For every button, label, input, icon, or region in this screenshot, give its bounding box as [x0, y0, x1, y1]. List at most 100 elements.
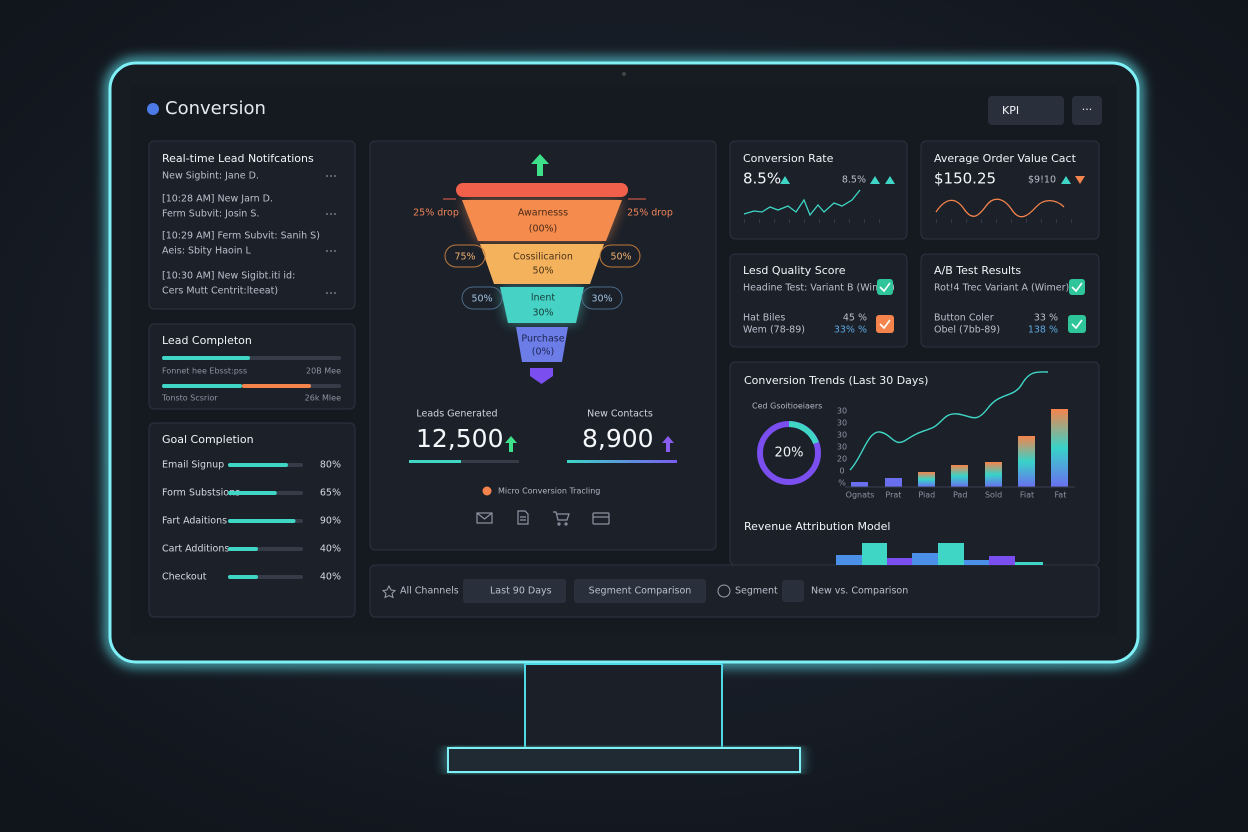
segment-comparison-button[interactable]	[574, 579, 706, 603]
goal-label: Fart Adaitions	[162, 516, 227, 527]
check	[1069, 279, 1085, 295]
pill	[581, 286, 623, 310]
pill	[599, 244, 641, 268]
card-line: Wem (78-89)	[743, 325, 805, 336]
check	[1068, 315, 1086, 333]
card-title: A/B Test Results	[934, 264, 1021, 277]
progress	[409, 460, 461, 463]
up-arrow	[531, 154, 549, 176]
goal-label: Cart Additions	[162, 544, 229, 555]
check	[877, 279, 893, 295]
funnel-stage	[500, 287, 584, 323]
metric-label: New Contacts	[587, 409, 653, 420]
stage-name: Purchase	[521, 334, 564, 345]
y-label: 30	[837, 419, 847, 428]
notification: [10:30 AM] New Sigibt.iti id:	[162, 271, 295, 282]
segment-icon	[717, 584, 731, 598]
notification: New Sigbint: Jane D.	[162, 171, 259, 182]
notification: Aeis: Sbity Haoin L	[162, 246, 252, 257]
kpi-button[interactable]	[988, 96, 1064, 125]
progress	[162, 356, 250, 360]
goal-bar	[228, 491, 277, 495]
notification: Ferm Subvit: Josin S.	[162, 209, 259, 220]
goal-value: 65%	[320, 488, 341, 499]
drop-label: 25% drop	[413, 208, 459, 219]
goal-label: Email Signup	[162, 460, 224, 471]
panel-title: Lead Completon	[162, 334, 252, 347]
trend-bars	[851, 409, 1068, 487]
check-marks	[879, 282, 891, 330]
card-line: Rot!4 Trec Variant A (Wimer)	[934, 283, 1069, 294]
order-value-panel	[920, 140, 1100, 240]
goal-bar	[228, 575, 258, 579]
stage-name: lnent	[531, 293, 556, 304]
stage-value: (0%)	[532, 347, 554, 358]
card-title: Average Order Value Cact	[934, 152, 1077, 165]
goal-value: 90%	[320, 516, 341, 527]
card-pct: 138 %	[1028, 325, 1058, 336]
card-line: Obel (7bb-89)	[934, 325, 1000, 336]
metric-label: Leads Generated	[416, 409, 497, 420]
goal-value: 80%	[320, 460, 341, 471]
x-label: Prat	[885, 491, 901, 500]
check-marks	[1071, 282, 1083, 330]
up-arrow	[505, 436, 517, 452]
sparkline	[935, 198, 1065, 218]
panel-title: Goal Completion	[162, 433, 254, 446]
more-button[interactable]	[1072, 96, 1102, 125]
kpi-button-label[interactable]: KPI	[1002, 104, 1019, 117]
card-compare: 8.5%	[842, 175, 866, 186]
x-label: Fat	[1054, 491, 1066, 500]
x-label: Ognats	[846, 491, 875, 500]
segment-label[interactable]: Segment	[735, 586, 778, 597]
stage-value: (00%)	[529, 224, 558, 235]
row-label: Fonnet hee Ebsst:pss	[162, 367, 247, 376]
segment-comparison-label[interactable]: Segment Comparison	[589, 586, 692, 597]
sparkline	[743, 189, 861, 217]
side-label: 50%	[610, 252, 631, 263]
range-button[interactable]	[463, 579, 566, 603]
stage-value: 50%	[532, 266, 553, 277]
camera	[622, 72, 626, 76]
row-label: Tonsto Scsrior	[161, 394, 218, 403]
panel-title: Real-time Lead Notifcations	[162, 152, 314, 165]
side-label: 75%	[454, 252, 475, 263]
progress	[567, 460, 677, 463]
card-pct: 33 %	[1034, 313, 1058, 324]
up-icon	[1061, 176, 1071, 184]
funnel-top	[456, 183, 628, 197]
trends-panel	[729, 361, 1100, 566]
logo	[147, 103, 159, 115]
trend-line	[849, 371, 1049, 471]
filter-label[interactable]: All Channels	[400, 586, 459, 597]
card-title: Revenue Attribution Model	[744, 520, 891, 533]
goal-bar	[228, 463, 288, 467]
up-icon	[780, 176, 790, 184]
y-label: 0	[839, 467, 844, 476]
notification-icons	[326, 175, 338, 294]
funnel-stage	[516, 327, 568, 362]
card-title: Conversion Trends (Last 30 Days)	[744, 374, 928, 387]
check	[876, 315, 894, 333]
goal-label: Checkout	[162, 572, 207, 583]
notification: [10:28 AM] New Jarn D.	[162, 194, 273, 205]
funnel-stage	[480, 244, 604, 284]
revenue-bars	[836, 543, 1043, 565]
conversion-rate-panel	[729, 140, 908, 240]
notification: [10:29 AM] Ferm Subvit: Sanih S)	[162, 231, 320, 242]
stage-name: Awarnesss	[518, 208, 568, 219]
range-label[interactable]: Last 90 Days	[490, 586, 552, 597]
up-arrow	[662, 436, 674, 452]
pill	[461, 286, 503, 310]
channel-icons	[476, 510, 610, 526]
dot	[482, 486, 492, 496]
card-line: Hat Biles	[743, 313, 785, 324]
compare-label[interactable]: New vs. Comparison	[811, 586, 908, 597]
more-button-label[interactable]: ···	[1082, 103, 1093, 116]
title: Conversion	[165, 98, 266, 119]
row-value: 20B Mee	[306, 367, 341, 376]
notification: Cers Mutt Centrit:lteeat)	[162, 286, 278, 297]
goal-value: 40%	[320, 544, 341, 555]
